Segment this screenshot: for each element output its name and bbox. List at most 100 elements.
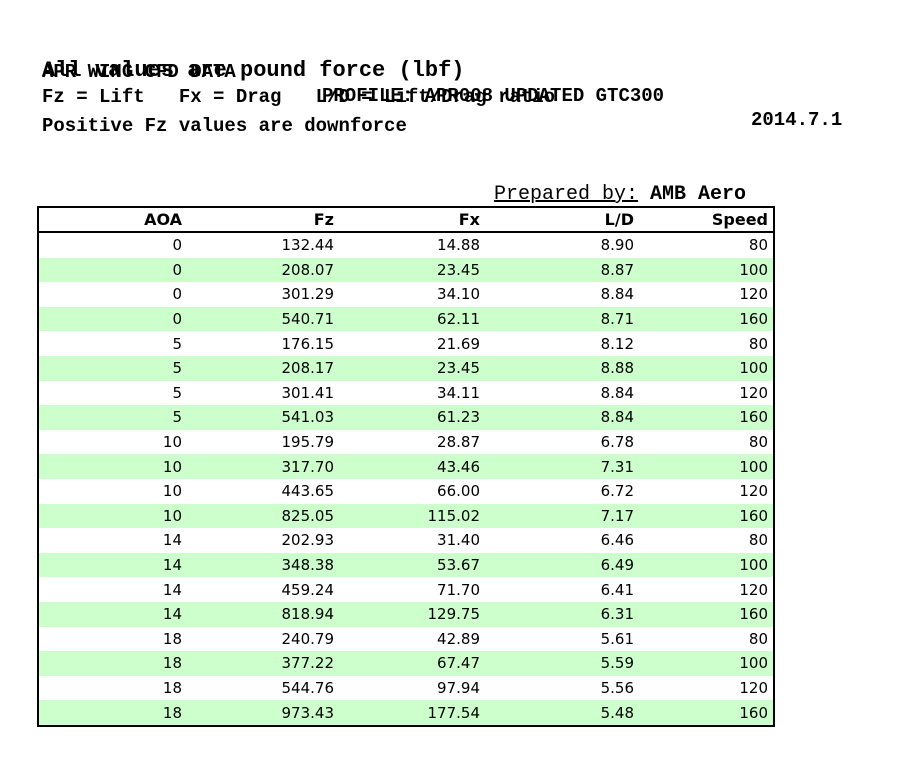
- table-cell: 459.24: [281, 580, 335, 599]
- table-cell: 100: [739, 359, 768, 378]
- table-row: 10 825.05 115.02 7.17 160: [38, 503, 774, 529]
- prepared-by-label: Prepared by:: [493, 183, 638, 206]
- table-cell: 21.69: [437, 334, 480, 353]
- table-row: 10 317.70 43.46 7.31 100: [38, 454, 774, 479]
- table-cell: 5.56: [600, 678, 634, 697]
- table-cell: 14: [162, 605, 182, 624]
- table-cell: 208.17: [281, 359, 335, 378]
- prepared-by-value: AMB Aero: [649, 183, 746, 206]
- table-cell: 23.45: [437, 359, 480, 378]
- table-cell: 176.15: [281, 334, 335, 353]
- table-cell: 202.93: [281, 531, 335, 550]
- report-title: APR WING CFD DATA: [42, 61, 236, 83]
- table-cell: 317.70: [281, 457, 335, 476]
- table-cell: 14: [162, 531, 182, 550]
- table-cell: 120: [739, 285, 768, 304]
- table-cell: 540.71: [281, 310, 335, 329]
- table-cell: 5.48: [600, 703, 634, 722]
- table-row: 0 301.29 34.10 8.84 120: [38, 282, 774, 307]
- table-cell: 18: [162, 654, 182, 673]
- column-header-fz: Fz: [187, 207, 339, 233]
- table-cell: 8.87: [600, 260, 634, 279]
- table-cell: 973.43: [281, 703, 335, 722]
- table-cell: 8.84: [600, 285, 634, 304]
- table-cell: 160: [739, 703, 768, 722]
- table-cell: 80: [748, 531, 768, 550]
- downforce-note: Positive Fz values are downforce: [42, 115, 407, 137]
- table-row: 14 459.24 71.70 6.41 120: [38, 577, 774, 602]
- table-cell: 100: [739, 260, 768, 279]
- table-cell: 129.75: [427, 605, 481, 624]
- table-cell: 240.79: [281, 629, 335, 648]
- table-cell: 160: [739, 605, 768, 624]
- table-cell: 0: [172, 236, 182, 255]
- table-row: 0 132.44 14.88 8.90 80: [38, 232, 774, 258]
- table-row: 0 540.71 62.11 8.71 160: [38, 306, 774, 332]
- table-cell: 6.49: [600, 556, 634, 575]
- table-row: 18 240.79 42.89 5.61 80: [38, 627, 774, 652]
- table-cell: 14.88: [437, 236, 480, 255]
- table-cell: 14: [162, 556, 182, 575]
- table-body: 0 132.44 14.88 8.90 80 0 208.07 23.45 8.87 100 0 30…: [38, 232, 774, 726]
- cfd-data-table: AOA Fz Fx L/D Speed 0 132.44 14.88 8.90 80 0 208.0…: [37, 206, 775, 727]
- table-cell: 28.87: [437, 433, 480, 452]
- table-cell: 66.00: [437, 482, 480, 501]
- table-cell: 0: [172, 285, 182, 304]
- table-cell: 160: [739, 310, 768, 329]
- table-row: 5 176.15 21.69 8.12 80: [38, 331, 774, 356]
- table-row: 14 818.94 129.75 6.31 160: [38, 601, 774, 627]
- table-row: 14 348.38 53.67 6.49 100: [38, 552, 774, 578]
- table-cell: 80: [748, 236, 768, 255]
- table-cell: 818.94: [281, 605, 335, 624]
- table-cell: 23.45: [437, 260, 480, 279]
- table-cell: 6.72: [600, 482, 634, 501]
- table-cell: 132.44: [281, 236, 335, 255]
- table-cell: 7.17: [600, 506, 634, 525]
- table-row: 10 195.79 28.87 6.78 80: [38, 430, 774, 455]
- table-cell: 8.84: [600, 408, 634, 427]
- table-cell: 5.61: [600, 629, 634, 648]
- table-header-row: AOA Fz Fx L/D Speed: [38, 207, 774, 233]
- table-cell: 7.31: [600, 457, 634, 476]
- table-cell: 14: [162, 580, 182, 599]
- table-cell: 160: [739, 408, 768, 427]
- table-cell: 34.10: [437, 285, 480, 304]
- table-row: 18 973.43 177.54 5.48 160: [38, 700, 774, 726]
- table-cell: 825.05: [281, 506, 335, 525]
- profile-label: PROFILE: APR008 UPDATED GTC300: [322, 85, 665, 107]
- table-cell: 120: [739, 383, 768, 402]
- table-row: 18 544.76 97.94 5.56 120: [38, 676, 774, 701]
- table-cell: 544.76: [281, 678, 335, 697]
- table-cell: 120: [739, 678, 768, 697]
- table-cell: 5: [172, 408, 182, 427]
- table-cell: 348.38: [281, 556, 335, 575]
- table-cell: 301.41: [281, 383, 335, 402]
- table-cell: 53.67: [437, 556, 480, 575]
- table-cell: 443.65: [281, 482, 335, 501]
- table-cell: 67.47: [437, 654, 480, 673]
- column-header-aoa: AOA: [38, 207, 187, 233]
- table-row: 5 541.03 61.23 8.84 160: [38, 405, 774, 430]
- table-cell: 10: [162, 433, 182, 452]
- table-cell: 18: [162, 703, 182, 722]
- table-cell: 208.07: [281, 260, 335, 279]
- table-cell: 195.79: [281, 433, 335, 452]
- table-row: 5 301.41 34.11 8.84 120: [38, 381, 774, 406]
- table-cell: 43.46: [437, 457, 480, 476]
- table-row: 18 377.22 67.47 5.59 100: [38, 651, 774, 676]
- table-cell: 5.59: [600, 654, 634, 673]
- table-cell: 42.89: [437, 629, 480, 648]
- table-cell: 6.41: [600, 580, 634, 599]
- table-cell: 301.29: [281, 285, 335, 304]
- table-cell: 18: [162, 678, 182, 697]
- table-cell: 61.23: [437, 408, 480, 427]
- column-header-speed: Speed: [639, 207, 774, 233]
- table-cell: 31.40: [437, 531, 480, 550]
- table-cell: 10: [162, 482, 182, 501]
- column-header-fx: Fx: [339, 207, 485, 233]
- report-title-line: APR WING CFD DATA PROFILE: APR008 UPDATE…: [0, 36, 910, 131]
- table-cell: 100: [739, 556, 768, 575]
- table-cell: 80: [748, 629, 768, 648]
- table-cell: 34.11: [437, 383, 480, 402]
